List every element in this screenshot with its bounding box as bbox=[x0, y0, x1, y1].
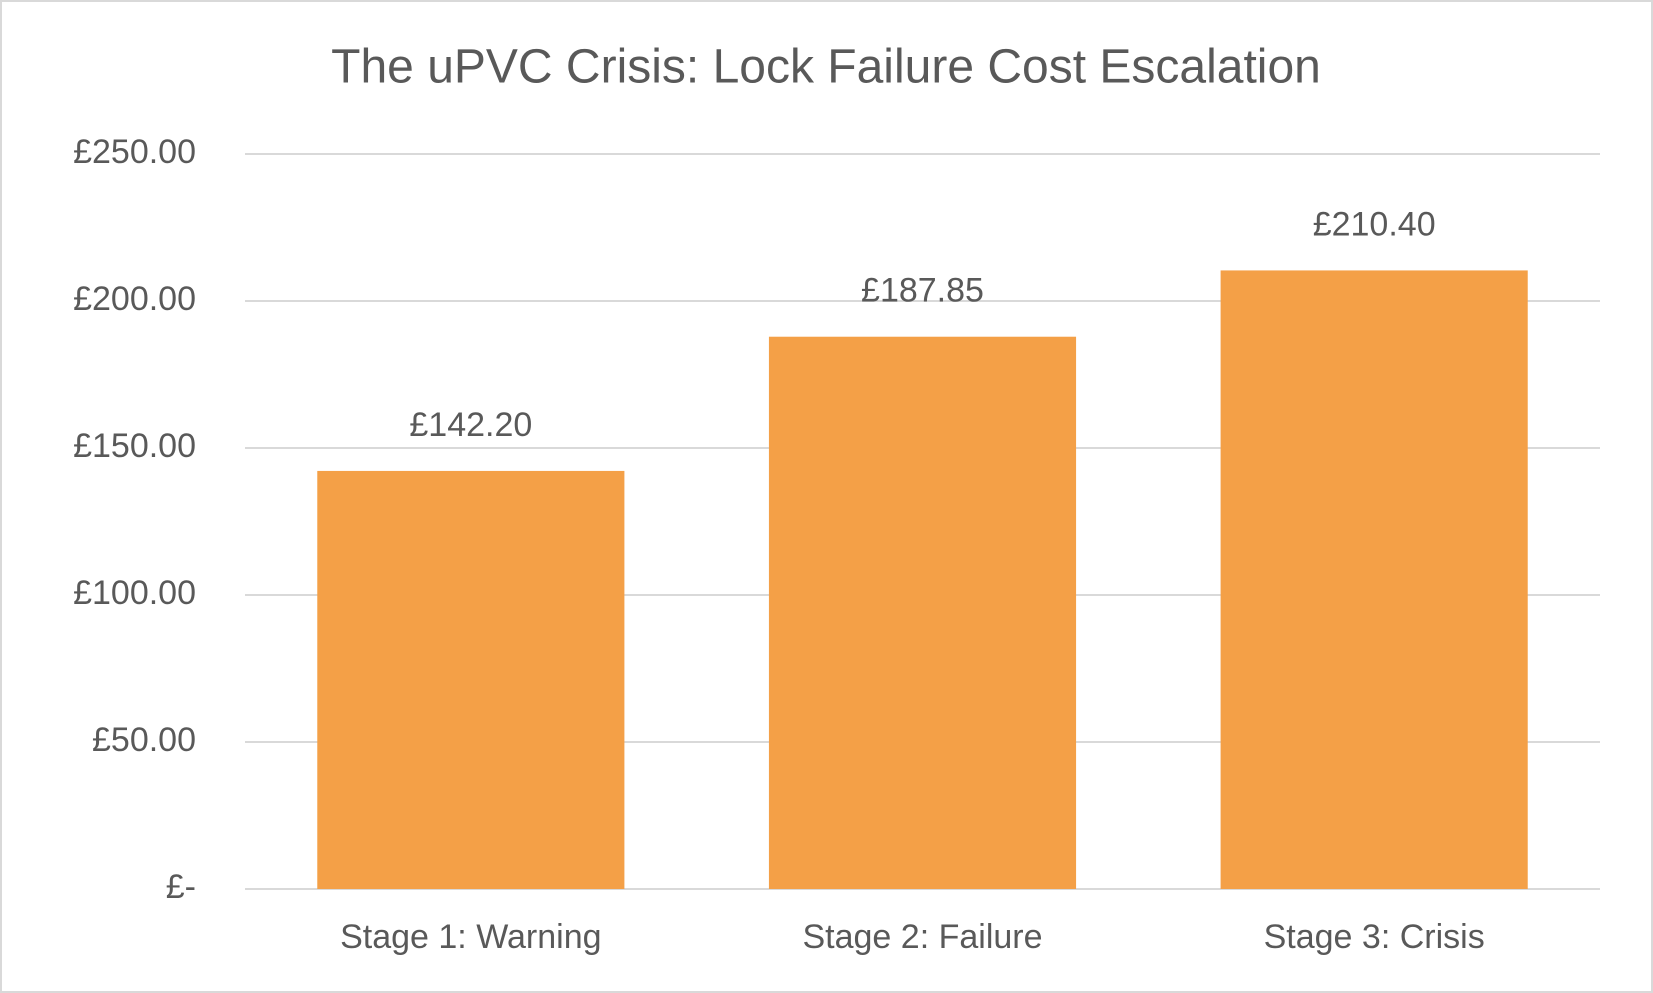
bar bbox=[317, 470, 625, 889]
x-tick-label: Stage 1: Warning bbox=[340, 918, 601, 956]
data-label: £210.40 bbox=[1313, 205, 1436, 243]
y-tick-label: £- bbox=[166, 868, 196, 906]
data-label: £142.20 bbox=[409, 406, 532, 444]
bar bbox=[1220, 270, 1528, 889]
y-tick-label: £150.00 bbox=[73, 427, 196, 465]
x-tick-label: Stage 2: Failure bbox=[802, 918, 1042, 956]
y-tick-label: £200.00 bbox=[73, 280, 196, 318]
y-tick-label: £50.00 bbox=[92, 721, 196, 759]
x-tick-label: Stage 3: Crisis bbox=[1264, 918, 1485, 956]
chart-title: The uPVC Crisis: Lock Failure Cost Escal… bbox=[331, 41, 1321, 94]
y-tick-label: £100.00 bbox=[73, 574, 196, 612]
data-label: £187.85 bbox=[861, 272, 984, 310]
bar bbox=[768, 336, 1077, 889]
y-tick-label: £250.00 bbox=[73, 133, 196, 171]
